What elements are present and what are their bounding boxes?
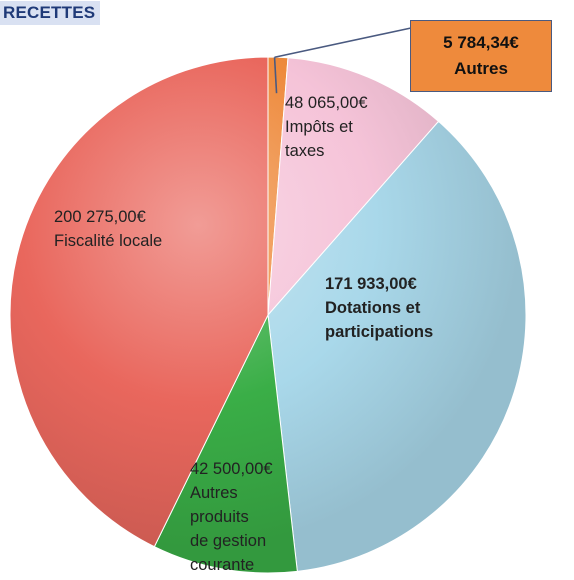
chart-title: RECETTES [0, 1, 101, 25]
slice-label-fiscalit-locale: 200 275,00€ Fiscalité locale [54, 208, 162, 250]
pie-slice-autres-produits-de-gestion-courante [153, 313, 298, 574]
pie-slice-imp-ts-et-taxes [267, 57, 440, 317]
slice-label-dotations-et-participations: 171 933,00€ Dotations et participations [325, 275, 433, 341]
pie-slice-fiscalit-locale [9, 56, 269, 548]
pie-slice-dotations-et-participations [267, 120, 527, 572]
autres-callout-box: 5 784,34€ Autres [410, 20, 552, 92]
autres-value-label: 5 784,34€ [443, 33, 519, 52]
slice-labels: 48 065,00€ Impôts et taxes 171 933,00€ Dotat… [54, 94, 433, 574]
autres-name-label: Autres [454, 59, 508, 78]
callout-leader-tick [274, 27, 412, 59]
slice-label-imp-ts-et-taxes: 48 065,00€ Impôts et taxes [285, 94, 368, 160]
callout-leader-line [273, 57, 278, 94]
pie-slices [9, 56, 527, 574]
slice-label-autres-produits-de-gestion-courante: 42 500,00€ Autres produits de gestion couran… [190, 460, 273, 574]
